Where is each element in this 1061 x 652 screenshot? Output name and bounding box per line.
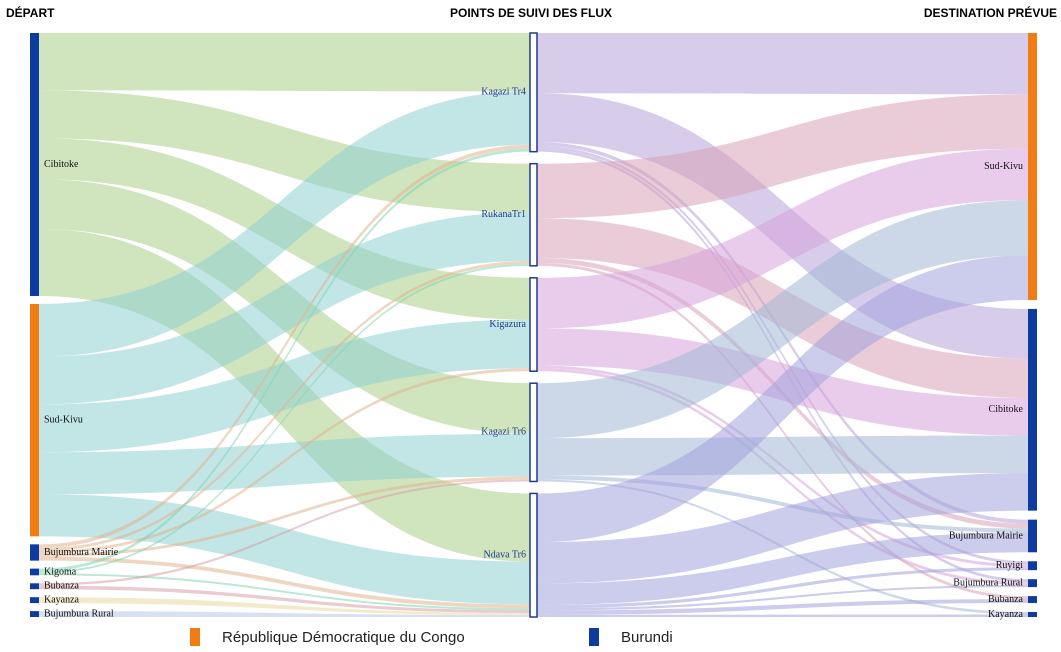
flow-rukana1-to-d_bubanza xyxy=(537,262,1028,600)
flow-sudkivu-to-kagazi6 xyxy=(39,433,530,495)
checkpoint-node-kagazi4 xyxy=(529,32,538,153)
nodes xyxy=(30,32,1037,618)
destination-label-d_cibitoke: Cibitoke xyxy=(989,404,1024,415)
outgoing-flows xyxy=(537,33,1028,617)
destination-node-d_cibitoke xyxy=(1028,308,1037,511)
flow-bubanza-to-ndava6 xyxy=(39,585,530,614)
destination-node-d_bujmairie xyxy=(1028,519,1037,553)
flow-bujmairie-to-kagazi6 xyxy=(39,476,530,557)
departure-node-bujrural xyxy=(30,611,39,617)
departure-label-bujrural: Bujumbura Rural xyxy=(44,608,114,619)
flow-kigazura-to-d_bujrural xyxy=(537,368,1028,586)
destination-node-d_sudkivu xyxy=(1028,33,1037,300)
departure-label-bujmairie: Bujumbura Mairie xyxy=(44,547,119,558)
departure-node-bubanza xyxy=(30,583,39,590)
checkpoint-label-kagazi4: Kagazi Tr4 xyxy=(481,87,526,98)
legend-item-rdc: République Démocratique du Congo xyxy=(190,628,465,646)
flow-kigazura-to-d_sudkivu xyxy=(537,148,1028,329)
flow-kagazi4-to-d_ruyigi xyxy=(537,145,1028,565)
departure-node-cibitoke xyxy=(30,33,39,296)
flow-ndava6-to-d_cibitoke xyxy=(537,473,1028,584)
destination-header: DESTINATION PRÉVUE xyxy=(923,6,1057,20)
sankey-diagram: Cibitoke Sud-Kivu Bujumbura Mairie Kigoma Bu… xyxy=(30,32,1037,620)
checkpoint-node-rukana1 xyxy=(529,162,538,267)
legend-item-burundi: Burundi xyxy=(589,628,673,646)
legend-label-rdc: République Démocratique du Congo xyxy=(222,628,465,646)
flow-ndava6-to-d_kayanza xyxy=(537,614,1028,617)
departure-label-kigoma: Kigoma xyxy=(44,566,77,577)
flow-bujmairie-to-kigazura xyxy=(39,368,530,554)
flow-bujmairie-to-ndava6 xyxy=(39,556,530,609)
flow-bujmairie-to-kagazi4 xyxy=(39,144,530,549)
departure-node-kayanza xyxy=(30,597,39,604)
destination-label-d_ruyigi: Ruyigi xyxy=(996,560,1023,571)
flow-kigoma-to-ndava6 xyxy=(39,573,530,611)
flow-kigoma-to-rukana1 xyxy=(39,263,530,574)
legend-swatch-rdc xyxy=(190,628,200,646)
flow-kagazi4-to-d_sudkivu xyxy=(537,33,1028,95)
flow-cibitoke-to-rukana1 xyxy=(39,90,530,213)
departure-node-sudkivu xyxy=(30,303,39,537)
flow-kagazi6-to-d_sudkivu xyxy=(537,200,1028,439)
checkpoint-label-rukana1: RukanaTr1 xyxy=(481,209,526,220)
checkpoint-label-ndava6: Ndava Tr6 xyxy=(483,550,526,561)
checkpoints-header: POINTS DE SUIVI DES FLUX xyxy=(449,6,613,20)
flow-kagazi6-to-d_cibitoke xyxy=(537,435,1028,476)
destination-label-d_bujmairie: Bujumbura Mairie xyxy=(949,530,1024,541)
destination-node-d_ruyigi xyxy=(1028,561,1037,571)
departure-label-kayanza: Kayanza xyxy=(44,594,80,605)
destination-label-d_bubanza: Bubanza xyxy=(988,594,1024,605)
destination-node-d_kayanza xyxy=(1028,612,1037,617)
legend-label-burundi: Burundi xyxy=(621,628,673,646)
departure-label-cibitoke: Cibitoke xyxy=(44,159,79,170)
flow-bubanza-to-kagazi6 xyxy=(39,479,530,586)
flow-sudkivu-to-ndava6 xyxy=(39,494,530,605)
departure-label-bubanza: Bubanza xyxy=(44,581,80,592)
flow-kayanza-to-ndava6 xyxy=(39,597,530,616)
flow-cibitoke-to-kagazi4 xyxy=(39,33,530,92)
checkpoint-node-ndava6 xyxy=(529,492,538,618)
checkpoint-node-kagazi6 xyxy=(529,382,538,483)
flow-sudkivu-to-kigazura xyxy=(39,319,530,453)
departure-node-kigoma xyxy=(30,568,39,576)
departure-node-bujmairie xyxy=(30,544,39,561)
departure-header: DÉPART xyxy=(6,6,55,20)
checkpoint-node-kigazura xyxy=(529,277,538,372)
incoming-flows xyxy=(39,33,530,617)
flow-bujrural-to-ndava6 xyxy=(39,611,530,617)
flow-ndava6-to-d_bubanza xyxy=(537,599,1028,615)
checkpoint-label-kigazura: Kigazura xyxy=(489,319,526,330)
destination-label-d_kayanza: Kayanza xyxy=(988,609,1024,620)
flow-rukana1-to-d_sudkivu xyxy=(537,94,1028,219)
destination-node-d_bujrural xyxy=(1028,579,1037,588)
destination-label-d_bujrural: Bujumbura Rural xyxy=(953,577,1023,588)
legend-swatch-burundi xyxy=(589,628,599,646)
flow-ndava6-to-d_bujrural xyxy=(537,585,1028,611)
node-labels: Cibitoke Sud-Kivu Bujumbura Mairie Kigoma Bu… xyxy=(44,87,1024,620)
flow-ndava6-to-d_sudkivu xyxy=(537,255,1028,543)
flow-kagazi6-to-d_bujmairie xyxy=(537,475,1028,533)
destination-node-d_bubanza xyxy=(1028,596,1037,604)
checkpoint-label-kagazi6: Kagazi Tr6 xyxy=(481,427,526,438)
flow-ndava6-to-d_bujmairie xyxy=(537,532,1028,606)
departure-label-sudkivu: Sud-Kivu xyxy=(44,414,83,425)
flow-sudkivu-to-rukana1 xyxy=(39,212,530,405)
destination-label-d_sudkivu: Sud-Kivu xyxy=(984,161,1023,172)
flow-kigoma-to-kagazi4 xyxy=(39,148,530,572)
flow-bujmairie-to-rukana1 xyxy=(39,260,530,552)
flow-ndava6-to-d_ruyigi xyxy=(537,567,1028,609)
flow-sudkivu-to-kagazi4 xyxy=(39,91,530,357)
